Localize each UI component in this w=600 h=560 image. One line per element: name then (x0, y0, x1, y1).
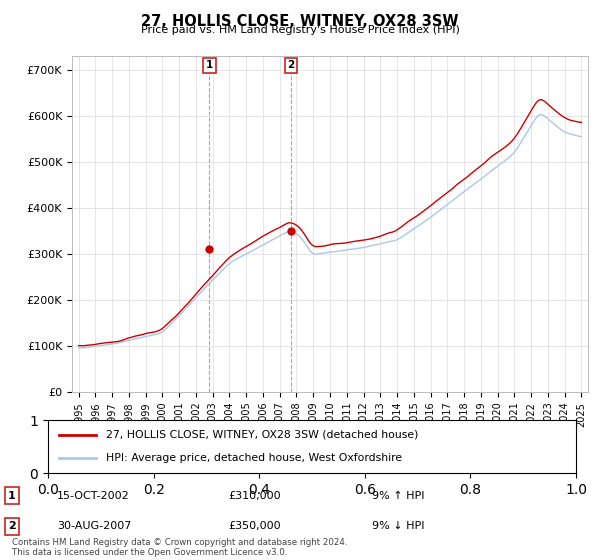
Text: £310,000: £310,000 (228, 491, 281, 501)
Text: 30-AUG-2007: 30-AUG-2007 (57, 521, 131, 531)
Text: 9% ↑ HPI: 9% ↑ HPI (372, 491, 425, 501)
Text: 1: 1 (206, 60, 213, 70)
Text: £350,000: £350,000 (228, 521, 281, 531)
Text: Contains HM Land Registry data © Crown copyright and database right 2024.
This d: Contains HM Land Registry data © Crown c… (12, 538, 347, 557)
Text: 15-OCT-2002: 15-OCT-2002 (57, 491, 130, 501)
Text: 9% ↓ HPI: 9% ↓ HPI (372, 521, 425, 531)
Text: HPI: Average price, detached house, West Oxfordshire: HPI: Average price, detached house, West… (106, 453, 402, 463)
Text: 1: 1 (8, 491, 16, 501)
Text: 27, HOLLIS CLOSE, WITNEY, OX28 3SW (detached house): 27, HOLLIS CLOSE, WITNEY, OX28 3SW (deta… (106, 430, 418, 440)
Text: Price paid vs. HM Land Registry's House Price Index (HPI): Price paid vs. HM Land Registry's House … (140, 25, 460, 35)
Text: 2: 2 (8, 521, 16, 531)
Text: 2: 2 (287, 60, 295, 70)
Text: 27, HOLLIS CLOSE, WITNEY, OX28 3SW: 27, HOLLIS CLOSE, WITNEY, OX28 3SW (141, 14, 459, 29)
